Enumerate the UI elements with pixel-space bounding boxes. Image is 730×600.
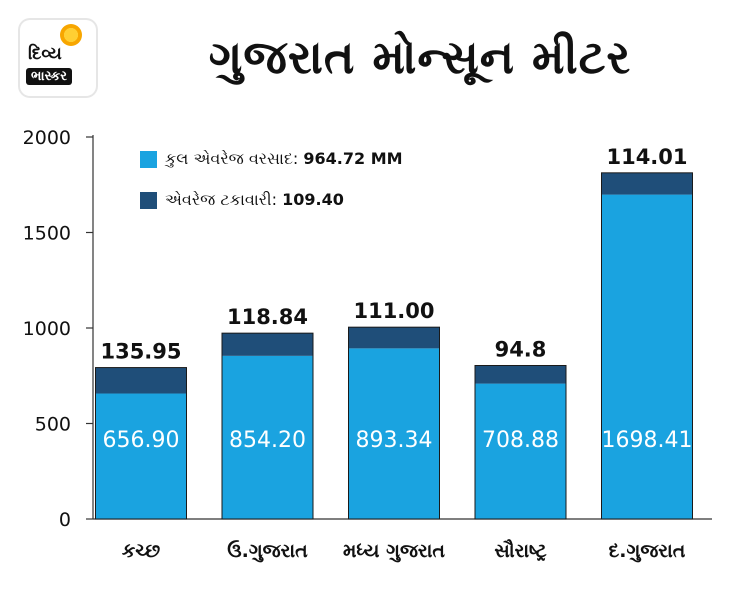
x-category-label: સૌરાષ્ટ્ર [494, 539, 546, 562]
legend-swatch [140, 151, 157, 168]
bar-value-label: 708.88 [482, 428, 559, 453]
bar-rainfall [601, 194, 693, 519]
x-category-label: કચ્છ [122, 540, 161, 562]
bar-outline [95, 367, 187, 520]
x-category-label: મધ્ય ગુજરાત [343, 540, 445, 562]
bar-top-label: 135.95 [100, 340, 181, 364]
y-tick-label: 1000 [23, 318, 71, 340]
bar-rainfall [348, 348, 440, 519]
bar-percentage [348, 327, 440, 349]
legend-label: કુલ એવરેજ વરસાદ: 964.72 MM [164, 149, 403, 168]
legend-swatch [140, 192, 157, 209]
bar-percentage [95, 367, 187, 394]
logo-line-1: દિવ્ય [28, 44, 62, 64]
y-tick-label: 1500 [23, 223, 71, 245]
bar-rainfall [222, 355, 313, 519]
chart-title: ગુજરાત મોન્સૂન મીટર [208, 30, 632, 84]
bar-outline [601, 172, 693, 520]
bar-rainfall [475, 383, 566, 519]
sun-icon [60, 24, 82, 46]
y-tick-label: 500 [35, 414, 71, 436]
bar-top-label: 111.00 [353, 299, 434, 323]
y-tick-label: 2000 [23, 127, 71, 149]
bar-top-label: 94.8 [495, 337, 547, 361]
legend-value: 109.40 [282, 190, 344, 209]
bar-top-label: 114.01 [606, 145, 687, 169]
bar-value-label: 656.90 [103, 428, 180, 453]
bar-outline [221, 332, 314, 520]
x-category-label: દ.ગુજરાત [609, 540, 686, 562]
bar-percentage [222, 333, 313, 356]
bar-value-label: 854.20 [229, 428, 306, 453]
legend-value: 964.72 MM [303, 149, 402, 168]
bar-value-label: 1698.41 [602, 428, 693, 453]
bar-rainfall [95, 393, 187, 519]
bar-outline [348, 326, 440, 520]
x-category-label: ઉ.ગુજરાત [227, 539, 308, 562]
legend-label: એવરેજ ટકાવારી: 109.40 [165, 190, 344, 209]
bar-top-label: 118.84 [227, 305, 308, 329]
y-tick-label: 0 [59, 509, 71, 531]
bar-value-label: 893.34 [356, 428, 433, 453]
logo-line-2: ભાસ્કર [26, 68, 72, 85]
bar-percentage [601, 172, 693, 195]
divya-bhaskar-logo: દિવ્ય ભાસ્કર [18, 18, 98, 98]
bar-percentage [475, 365, 566, 384]
bar-outline [474, 364, 567, 520]
